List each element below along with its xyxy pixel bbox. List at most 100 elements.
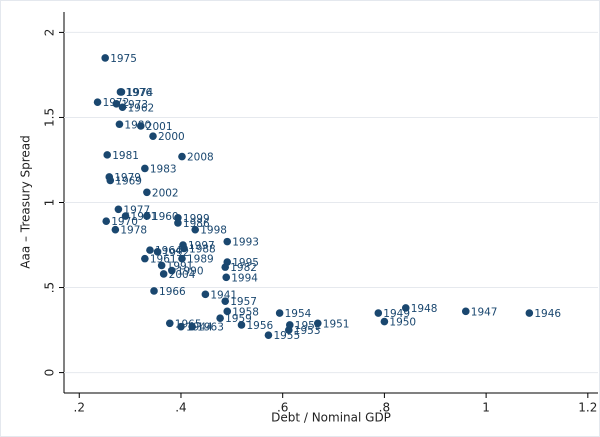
point-label: 1989 <box>187 254 214 266</box>
point-label: 2000 <box>158 131 185 143</box>
y-tick-label: 2 <box>43 29 57 37</box>
point-label: 2002 <box>152 187 179 199</box>
point <box>223 237 232 246</box>
point-label: 1973 <box>121 99 148 111</box>
point-label: 1978 <box>120 225 147 237</box>
point-label: 1941 <box>210 289 237 301</box>
point-label: 1956 <box>246 320 273 332</box>
point <box>112 100 121 108</box>
point <box>191 225 200 234</box>
point-label: 1949 <box>383 308 410 320</box>
point-label: 2004 <box>169 269 196 281</box>
point <box>284 326 293 334</box>
point-label: 1946 <box>534 308 561 320</box>
point <box>121 212 130 220</box>
point-label: 1990 <box>177 266 204 278</box>
point-label: 1952 <box>295 320 322 332</box>
point <box>380 317 389 326</box>
point-label: 1986 <box>183 218 210 230</box>
point-label: 1954 <box>285 308 312 320</box>
point-label: 1979 <box>114 172 141 184</box>
point <box>143 188 151 197</box>
y-tick-label: 0 <box>43 369 57 377</box>
y-tick-label: 1.5 <box>43 108 57 127</box>
point-label: 1964 <box>155 245 182 257</box>
point <box>143 212 151 220</box>
x-tick-label: 1.2 <box>578 401 597 415</box>
point-label: 1982 <box>230 262 257 274</box>
y-axis-title: Aaa – Treasury Spread <box>19 135 33 268</box>
point-label: 1970 <box>111 216 138 228</box>
point-label: 1975 <box>110 53 137 65</box>
point <box>111 225 120 234</box>
point <box>101 54 109 62</box>
point <box>118 103 127 112</box>
point <box>174 219 182 227</box>
x-tick-label: 1 <box>482 401 490 415</box>
point-label: 2008 <box>187 152 214 164</box>
point-label: 1948 <box>411 303 438 315</box>
point <box>157 261 166 270</box>
point <box>150 287 158 295</box>
point <box>168 266 176 275</box>
point <box>313 319 322 328</box>
point-label: 1955 <box>273 330 300 342</box>
point <box>103 151 112 159</box>
point <box>188 322 196 331</box>
point-label: 1944 <box>186 322 213 334</box>
point-label: 1981 <box>112 150 139 162</box>
point-label: 1969 <box>115 175 142 187</box>
point-label: 1997 <box>188 240 215 252</box>
point <box>221 297 230 305</box>
point-label: 1976 <box>125 87 152 99</box>
point-label: 1961 <box>150 254 177 266</box>
y-tick-label: .5 <box>43 282 57 293</box>
point-label: 1959 <box>225 313 252 325</box>
point <box>141 164 149 173</box>
y-tick-label: 1 <box>43 199 57 207</box>
point <box>275 309 284 317</box>
point-label: 1998 <box>200 225 227 237</box>
point <box>178 152 186 161</box>
point <box>180 244 188 253</box>
point-label: 1999 <box>183 213 210 225</box>
point <box>115 120 124 129</box>
point-label: 1947 <box>471 306 498 318</box>
point-label: 1958 <box>232 306 259 318</box>
point-label: 1966 <box>159 286 186 298</box>
point-label: 1974 <box>126 87 153 99</box>
point <box>165 319 174 328</box>
point <box>106 176 115 185</box>
point <box>102 217 111 226</box>
point <box>178 254 186 263</box>
point <box>114 205 123 214</box>
point <box>149 132 157 140</box>
point <box>141 254 149 263</box>
point <box>93 98 102 106</box>
x-tick-label: .8 <box>379 401 390 415</box>
point-label: 1995 <box>232 257 259 269</box>
x-tick-label: .2 <box>74 401 85 415</box>
point <box>117 88 126 96</box>
point <box>216 314 224 322</box>
point-label: 1960 <box>152 211 179 223</box>
point <box>201 290 210 299</box>
point-label: 1993 <box>232 237 259 249</box>
point-label: 1963 <box>197 322 224 334</box>
point-label: 1994 <box>231 272 258 284</box>
point-label: 1950 <box>389 317 416 329</box>
point-label: 1957 <box>230 296 257 308</box>
point <box>221 263 230 271</box>
point <box>401 304 410 312</box>
point <box>136 122 145 130</box>
point <box>461 307 470 316</box>
point <box>237 321 246 329</box>
point <box>159 270 168 278</box>
point-label: 1962 <box>127 102 154 114</box>
x-tick-label: .4 <box>175 401 186 415</box>
point <box>177 322 185 331</box>
point <box>525 309 534 317</box>
point <box>153 248 162 256</box>
x-tick-label: .6 <box>277 401 288 415</box>
